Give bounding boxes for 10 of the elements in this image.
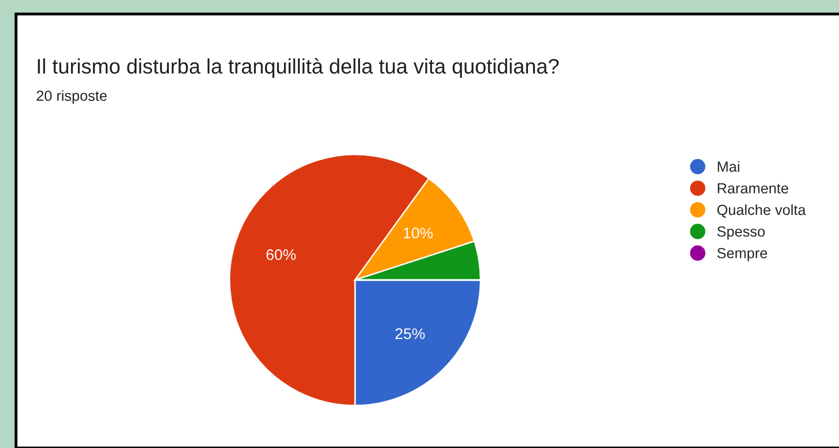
data-label: 25% <box>395 328 425 340</box>
legend-label: Raramente <box>718 183 788 194</box>
legend-label: Sempre <box>717 248 768 262</box>
text: 20 risposte <box>36 90 107 104</box>
legend-label: Qualche volta <box>717 204 806 218</box>
data-label: 10% <box>404 228 433 238</box>
legend-label: Mai <box>718 161 740 172</box>
chart-title: Il turismo disturba la tranquillità della tua vita quotidiana? <box>38 58 559 78</box>
legend-label: Spesso <box>717 226 765 240</box>
data-label: 60% <box>266 249 296 260</box>
